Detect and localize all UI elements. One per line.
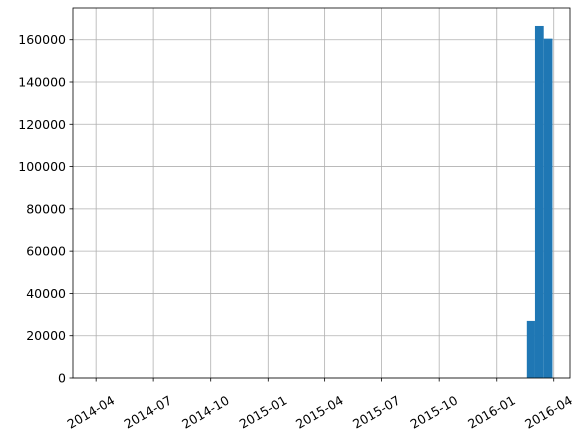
grid-layer — [73, 8, 570, 379]
x-tick-label: 2015-07 — [350, 393, 403, 432]
y-tick-label: 40000 — [26, 286, 66, 301]
y-tick-label: 140000 — [18, 75, 66, 90]
plot-frame — [72, 7, 571, 379]
histogram-bar — [526, 320, 535, 378]
x-tick-label: 2014-04 — [65, 393, 118, 432]
y-tick-label: 120000 — [18, 117, 66, 132]
x-axis-ticks: 2014-04 2014-07 2014-10 2015-01 2015-04 2015-… — [65, 378, 575, 432]
y-tick-label: 80000 — [26, 201, 66, 216]
y-tick-label: 60000 — [26, 244, 66, 259]
y-tick-label: 160000 — [18, 32, 66, 47]
y-tick-label: 20000 — [26, 328, 66, 343]
y-tick-label: 100000 — [18, 159, 66, 174]
x-tick-label: 2014-10 — [179, 393, 232, 432]
x-tick-label: 2015-10 — [408, 393, 461, 432]
y-axis-ticks: 0 20000 40000 60000 80000 100000 120000 140000 1… — [18, 32, 73, 386]
bars-layer — [526, 25, 553, 379]
x-tick-label: 2014-07 — [122, 393, 175, 432]
axes-layer — [72, 7, 571, 379]
x-tick-label: 2016-04 — [522, 393, 575, 432]
y-tick-label: 0 — [58, 371, 66, 386]
histogram-bar — [534, 25, 544, 378]
x-tick-label: 2015-01 — [237, 393, 290, 432]
x-tick-label: 2015-04 — [293, 393, 346, 432]
histogram-bar — [543, 38, 553, 379]
x-tick-label: 2016-01 — [465, 393, 518, 432]
